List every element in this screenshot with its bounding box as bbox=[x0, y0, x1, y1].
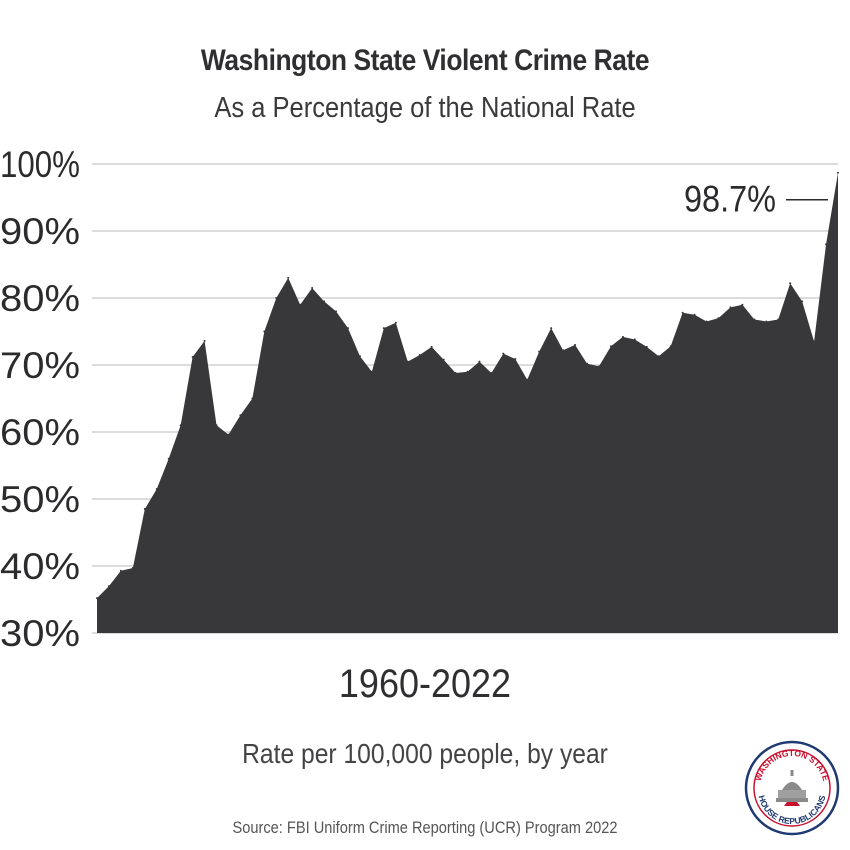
data-point bbox=[478, 360, 481, 363]
data-point bbox=[155, 487, 158, 490]
data-point bbox=[454, 372, 457, 375]
data-point bbox=[526, 378, 529, 381]
y-tick-label: 60% bbox=[0, 412, 80, 453]
data-point bbox=[514, 357, 517, 360]
data-point bbox=[179, 424, 182, 427]
data-point bbox=[275, 297, 278, 299]
data-point bbox=[574, 343, 577, 346]
data-point bbox=[370, 370, 373, 373]
data-point bbox=[597, 365, 600, 368]
data-point bbox=[825, 243, 828, 246]
data-point bbox=[753, 318, 756, 321]
area-chart: 30% 40% 50% 60% 70% 80% 90% 100% 98.7% bbox=[0, 144, 839, 650]
data-point bbox=[239, 414, 242, 417]
data-point bbox=[777, 318, 780, 321]
house-republicans-seal: WASHINGTON STATE HOUSE REPUBLICANS bbox=[744, 740, 840, 836]
data-point bbox=[406, 360, 409, 363]
data-point bbox=[789, 282, 792, 285]
source-text: Source: FBI Uniform Crime Reporting (UCR… bbox=[232, 818, 618, 837]
data-point bbox=[681, 311, 684, 314]
data-point bbox=[263, 330, 266, 333]
data-point bbox=[633, 338, 636, 341]
y-tick-label: 50% bbox=[0, 479, 80, 520]
data-point bbox=[143, 508, 146, 511]
y-tick-label: 30% bbox=[0, 613, 80, 650]
data-point bbox=[418, 353, 421, 356]
crime-rate-area bbox=[97, 172, 838, 633]
data-point bbox=[729, 306, 732, 309]
data-point bbox=[311, 286, 314, 289]
y-tick-label: 70% bbox=[0, 345, 80, 386]
data-point bbox=[562, 349, 565, 352]
data-point bbox=[586, 362, 589, 365]
data-point bbox=[550, 327, 553, 330]
chart-title: Washington State Violent Crime Rate bbox=[200, 44, 650, 77]
data-point bbox=[299, 303, 302, 306]
data-point bbox=[693, 313, 696, 316]
rate-note: Rate per 100,000 people, by year bbox=[242, 738, 608, 769]
data-point bbox=[837, 171, 839, 174]
data-point bbox=[382, 327, 385, 330]
data-point bbox=[358, 355, 361, 358]
data-point bbox=[394, 321, 397, 324]
data-point bbox=[430, 345, 433, 348]
y-tick-label: 40% bbox=[0, 546, 80, 587]
data-point bbox=[717, 317, 720, 320]
data-point bbox=[215, 424, 218, 427]
data-point bbox=[741, 303, 744, 306]
annotation-label: 98.7% bbox=[684, 179, 776, 220]
data-point bbox=[645, 345, 648, 348]
data-point bbox=[466, 370, 469, 373]
data-point bbox=[167, 457, 170, 460]
y-tick-label: 90% bbox=[0, 211, 80, 252]
data-point bbox=[227, 433, 230, 436]
data-point bbox=[669, 345, 672, 348]
data-point bbox=[335, 310, 338, 313]
data-point bbox=[621, 335, 624, 338]
year-range-label: 1960-2022 bbox=[338, 662, 512, 706]
data-point bbox=[203, 339, 206, 342]
data-point bbox=[657, 355, 660, 358]
data-point bbox=[287, 276, 290, 279]
data-point bbox=[119, 569, 122, 572]
capitol-icon bbox=[776, 770, 808, 806]
data-point bbox=[107, 585, 110, 588]
data-point bbox=[705, 320, 708, 323]
data-point bbox=[502, 352, 505, 355]
data-point bbox=[323, 300, 326, 303]
data-point bbox=[346, 327, 349, 330]
data-point bbox=[765, 320, 768, 323]
y-tick-label: 100% bbox=[0, 144, 80, 185]
data-point bbox=[191, 355, 194, 358]
chart-subtitle: As a Percentage of the National Rate bbox=[214, 92, 636, 124]
data-point bbox=[131, 567, 134, 570]
data-point bbox=[538, 350, 541, 353]
data-point bbox=[96, 597, 98, 600]
data-point bbox=[813, 340, 816, 343]
y-tick-label: 80% bbox=[0, 278, 80, 319]
data-point bbox=[442, 358, 445, 361]
data-point bbox=[609, 345, 612, 348]
data-point bbox=[801, 300, 804, 303]
data-point bbox=[490, 372, 493, 375]
data-point bbox=[251, 397, 254, 400]
